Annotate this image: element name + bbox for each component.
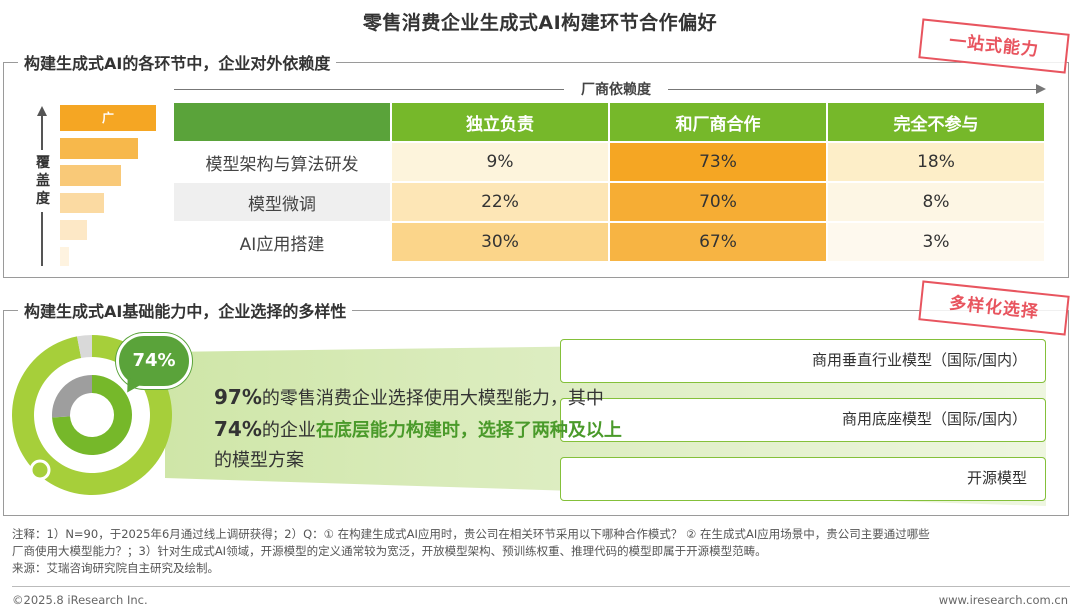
summary-text: 97%的零售消费企业选择使用大模型能力，其中 74%的企业在底层能力构建时，选择… [214, 382, 694, 476]
source-line: 来源：艾瑞咨询研究院自主研究及绘制。 [12, 561, 219, 575]
inner-ring-rest-slice [52, 375, 92, 418]
vendor-arrow-label: 厂商依赖度 [581, 82, 651, 98]
vendor-arrow-head [1036, 84, 1046, 94]
footnote: 注释：1）N=90，于2025年6月通过线上调研获得；2）Q：① 在构建生成式A… [12, 526, 1072, 577]
coverage-arrow-head [37, 106, 47, 116]
copyright: ©2025.8 iResearch Inc. [12, 593, 148, 607]
footnote-line-1: 注释：1）N=90，于2025年6月通过线上调研获得；2）Q：① 在构建生成式A… [12, 527, 930, 541]
table-row: AI应用搭建 30% 67% 3% [174, 223, 1044, 261]
page-title: 零售消费企业生成式AI构建环节合作偏好 [362, 12, 718, 34]
table-row: 模型架构与算法研发 9% 73% 18% [174, 143, 1044, 181]
coverage-scale-label: 广 [101, 111, 114, 125]
coverage-char-3: 度 [36, 191, 50, 207]
summary-line-3: 的模型方案 [214, 450, 304, 471]
coverage-label: 覆 盖 度 [33, 154, 53, 208]
table-cell: 9% [392, 143, 608, 181]
summary-line-2: 74%的企业在底层能力构建时，选择了两种及以上 [214, 414, 694, 446]
donut-badge-value: 74% [132, 350, 176, 371]
diversity-panel [3, 310, 1069, 516]
table-header-row: 独立负责 和厂商合作 完全不参与 [174, 103, 1044, 141]
pct-97: 97% [214, 385, 262, 409]
table-cell: 22% [392, 183, 608, 221]
coverage-bar-4 [60, 193, 104, 213]
coverage-bar-5 [60, 220, 87, 240]
coverage-char-1: 覆 [36, 155, 50, 171]
vendor-arrow-line-right [668, 89, 1038, 90]
column-header-vendor-cooperation: 和厂商合作 [610, 103, 826, 141]
summary-highlight: 在底层能力构建时，选择了两种及以上 [315, 420, 622, 441]
coverage-bar-6 [60, 247, 69, 266]
table-cell: 3% [828, 223, 1044, 261]
coverage-arrow-line-top [41, 116, 43, 150]
section2-title: 构建生成式AI基础能力中，企业选择的多样性 [18, 298, 353, 322]
column-header-not-involved: 完全不参与 [828, 103, 1044, 141]
table-cell: 18% [828, 143, 1044, 181]
inner-ring-multi-slice [52, 375, 132, 455]
column-header-independent: 独立负责 [392, 103, 608, 141]
table-cell: 73% [610, 143, 826, 181]
option-open-source-model: 开源模型 [560, 457, 1046, 501]
option-vertical-industry-model: 商用垂直行业模型（国际/国内） [560, 339, 1046, 383]
footer-divider [12, 586, 1070, 587]
donut-badge: 74% [116, 333, 192, 389]
table-cell: 30% [392, 223, 608, 261]
coverage-char-2: 盖 [36, 173, 50, 189]
option-base-model: 商用底座模型（国际/国内） [560, 398, 1046, 442]
section1-title: 构建生成式AI的各环节中，企业对外依赖度 [18, 50, 337, 74]
footnote-line-2: 厂商使用大模型能力？；3）针对生成式AI领域，开源模型的定义通常较为宽泛，开放模… [12, 544, 767, 558]
dependency-panel [3, 62, 1069, 278]
coverage-arrow-line-bottom [41, 212, 43, 266]
coverage-bar-3 [60, 165, 121, 186]
coverage-bar-1: 广 [60, 105, 156, 131]
table-header-corner [174, 103, 390, 141]
row-label-app-building: AI应用搭建 [174, 223, 390, 261]
donut-chart [12, 335, 173, 495]
summary-line-2-mid: 的企业 [261, 420, 316, 441]
summary-line-1: 97%的零售消费企业选择使用大模型能力，其中 [214, 382, 694, 414]
outer-ring-rest-slice [77, 335, 92, 359]
vendor-arrow-line-left [174, 89, 564, 90]
table-cell: 70% [610, 183, 826, 221]
dependency-table: 独立负责 和厂商合作 完全不参与 模型架构与算法研发 9% 73% 18% 模型… [172, 101, 1046, 263]
table-cell: 67% [610, 223, 826, 261]
coverage-bar-2 [60, 138, 138, 159]
summary-line-1-rest: 的零售消费企业选择使用大模型能力，其中 [261, 388, 604, 409]
donut-marker-dot [29, 459, 51, 481]
row-label-fine-tuning: 模型微调 [174, 183, 390, 221]
row-label-model-architecture: 模型架构与算法研发 [174, 143, 390, 181]
table-cell: 8% [828, 183, 1044, 221]
pct-74: 74% [214, 417, 262, 441]
website: www.iresearch.com.cn [938, 593, 1068, 607]
table-row: 模型微调 22% 70% 8% [174, 183, 1044, 221]
